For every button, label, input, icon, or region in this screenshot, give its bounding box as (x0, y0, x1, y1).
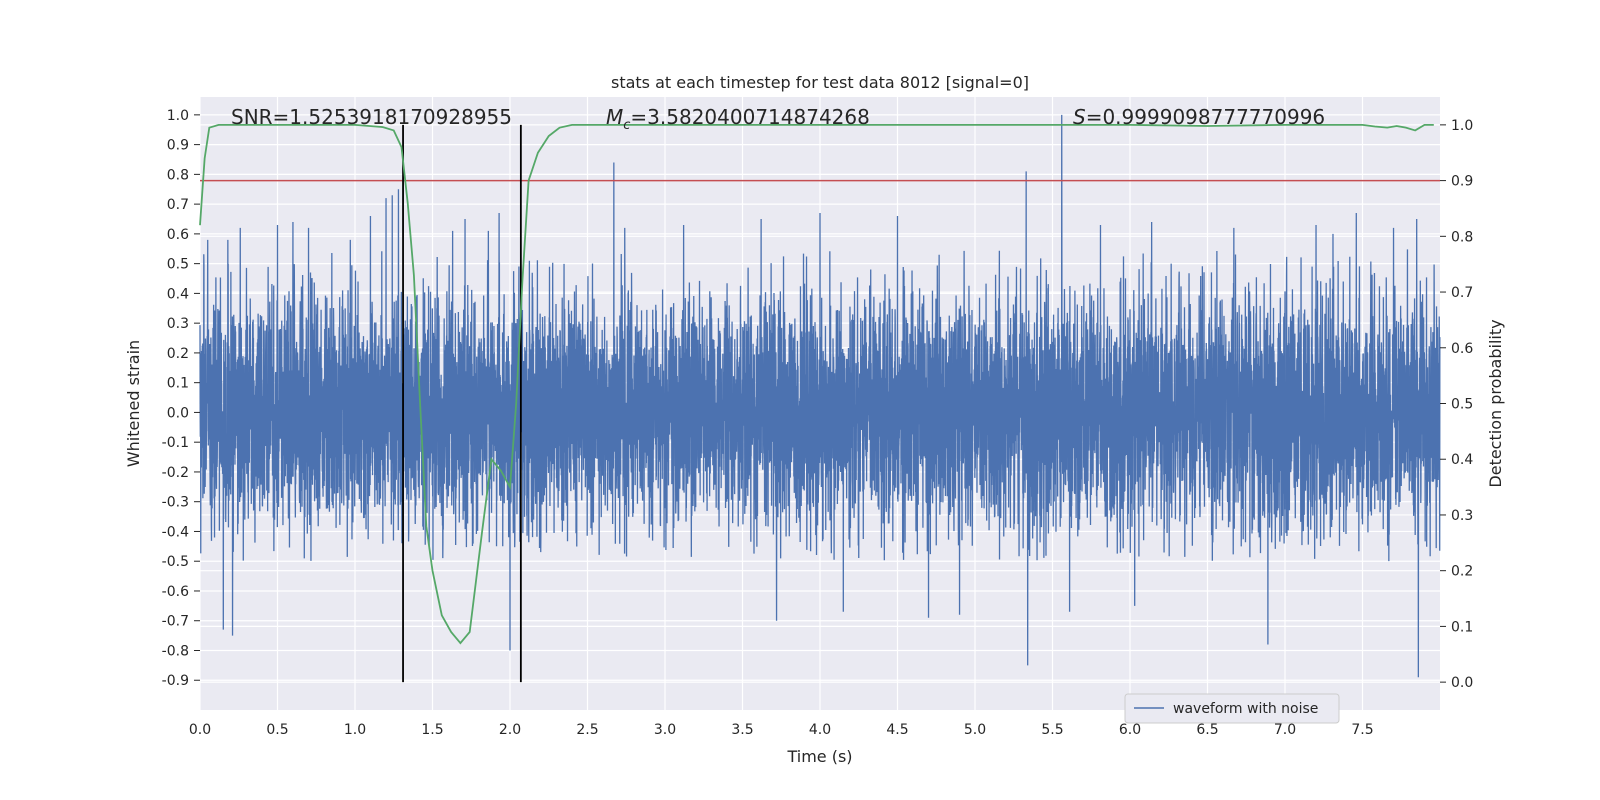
x-tick-label: 7.0 (1274, 722, 1296, 738)
snr-annotation: SNR=1.5253918170928955 (231, 105, 512, 129)
y2-tick-label: 0.0 (1451, 675, 1473, 691)
x-tick-label: 4.0 (809, 722, 831, 738)
x-tick-label: 4.5 (886, 722, 908, 738)
event-lines (402, 124, 522, 683)
y-tick-label: 0.9 (167, 138, 189, 154)
y-tick-label: -0.4 (162, 524, 189, 540)
y2-tick-label: 0.6 (1451, 341, 1473, 357)
y-tick-label: 0.3 (167, 316, 189, 332)
y2-axis-label: Detection probability (1486, 319, 1505, 487)
y-tick-label: -0.3 (162, 495, 189, 511)
x-tick-label: 2.0 (499, 722, 521, 738)
y2-tick-label: 0.5 (1451, 397, 1473, 413)
y2-tick-labels: 1.0 0.9 0.8 0.7 0.6 0.5 0.4 0.3 0.2 0.1 0.0 (1440, 118, 1473, 691)
y-tick-label: 0.4 (167, 286, 189, 302)
legend-box (1124, 693, 1340, 724)
chirp-mass-annotation: Mc=3.5820400714874268 (606, 105, 870, 133)
x-tick-label: 0.0 (189, 722, 211, 738)
y2-tick-label: 1.0 (1451, 118, 1473, 134)
x-tick-label: 6.0 (1119, 722, 1141, 738)
y-tick-label: 0.6 (167, 227, 189, 243)
y2-tick-label: 0.9 (1451, 174, 1473, 190)
probability-line (199, 123, 1434, 645)
mc-value: =3.5820400714874268 (630, 105, 869, 129)
y-tick-label: 0.2 (167, 346, 189, 362)
y2-tick-label: 0.3 (1451, 508, 1473, 524)
y-tick-label: 1.0 (167, 108, 189, 124)
y-axis-label: Whitened strain (124, 340, 143, 467)
x-tick-label: 3.5 (731, 722, 753, 738)
y-tick-label: -0.2 (162, 465, 189, 481)
mc-subscript: c (623, 118, 630, 133)
y-tick-label: 0.1 (167, 376, 189, 392)
x-tick-label: 3.0 (654, 722, 676, 738)
y-tick-label: -0.1 (162, 435, 189, 451)
y-tick-label: 0.7 (167, 197, 189, 213)
y-tick-label: -0.6 (162, 584, 189, 600)
x-tick-label: 5.5 (1041, 722, 1063, 738)
s-symbol: S (1073, 105, 1086, 129)
y-tick-label: 0.8 (167, 167, 189, 183)
y2-tick-label: 0.2 (1451, 564, 1473, 580)
x-tick-label: 1.5 (421, 722, 443, 738)
x-tick-labels: 0.0 0.5 1.0 1.5 2.0 2.5 3.0 3.5 4.0 4.5 5.0 5.5 6.0 6… (189, 722, 1374, 738)
x-tick-label: 0.5 (266, 722, 288, 738)
legend: waveform with noise (1124, 693, 1340, 724)
x-tick-label: 6.5 (1196, 722, 1218, 738)
y-tick-label: -0.7 (162, 614, 189, 630)
waveform-line (199, 114, 1441, 678)
y-tick-label: -0.5 (162, 554, 189, 570)
x-tick-label: 1.0 (344, 722, 366, 738)
x-axis-label: Time (s) (786, 747, 852, 766)
y2-tick-label: 0.1 (1451, 619, 1473, 635)
y2-tick-label: 0.8 (1451, 229, 1473, 245)
y2-tick-label: 0.4 (1451, 452, 1473, 468)
y-tick-label: -0.9 (162, 673, 189, 689)
y-tick-label: -0.8 (162, 643, 189, 659)
s-value: =0.9999098777770996 (1086, 105, 1325, 129)
mc-symbol: M (606, 105, 623, 129)
x-tick-label: 2.5 (576, 722, 598, 738)
probability-series (199, 123, 1434, 645)
y-tick-label: 0.0 (167, 405, 189, 421)
plot-area (199, 97, 1441, 710)
y-tick-label: 0.5 (167, 257, 189, 273)
y-tick-labels: 1.0 0.9 0.8 0.7 0.6 0.5 0.4 0.3 0.2 0.1 0.0 -0.1 -0.… (162, 108, 200, 689)
waveform-series (199, 114, 1441, 678)
x-tick-label: 5.0 (964, 722, 986, 738)
x-tick-label: 7.5 (1351, 722, 1373, 738)
score-annotation: S=0.9999098777770996 (1073, 105, 1325, 129)
legend-label-waveform: waveform with noise (1173, 701, 1318, 717)
chart-title: stats at each timestep for test data 801… (611, 73, 1029, 92)
y2-tick-label: 0.7 (1451, 285, 1473, 301)
